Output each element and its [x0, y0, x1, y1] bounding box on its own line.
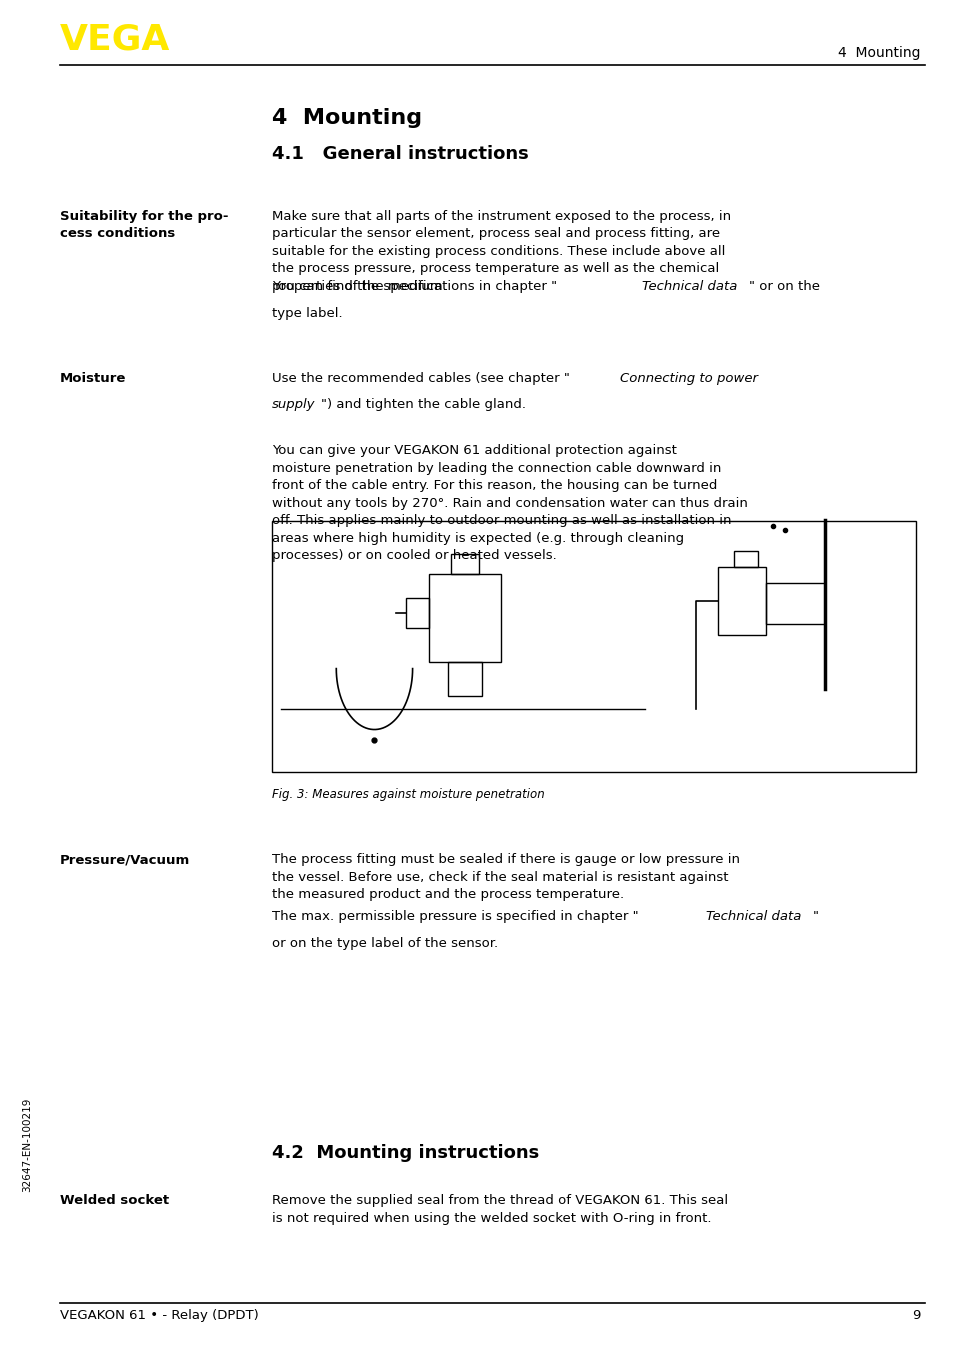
- Text: type label.: type label.: [272, 307, 342, 321]
- Text: Technical data: Technical data: [705, 910, 801, 923]
- Text: VEGA: VEGA: [60, 23, 171, 57]
- Bar: [272, 521, 915, 772]
- Text: or on the type label of the sensor.: or on the type label of the sensor.: [272, 937, 497, 951]
- Bar: [718, 567, 765, 635]
- Text: 4.1   General instructions: 4.1 General instructions: [272, 145, 528, 162]
- Text: 4.2  Mounting instructions: 4.2 Mounting instructions: [272, 1144, 538, 1162]
- Text: The max. permissible pressure is specified in chapter ": The max. permissible pressure is specifi…: [272, 910, 638, 923]
- Text: Connecting to power: Connecting to power: [619, 372, 758, 386]
- Text: 4  Mounting: 4 Mounting: [838, 46, 920, 60]
- Bar: [429, 574, 501, 662]
- Text: The process fitting must be sealed if there is gauge or low pressure in
the vess: The process fitting must be sealed if th…: [272, 853, 740, 900]
- Text: Make sure that all parts of the instrument exposed to the process, in
particular: Make sure that all parts of the instrume…: [272, 210, 730, 292]
- Bar: [447, 662, 481, 696]
- Text: 9: 9: [911, 1309, 920, 1323]
- Bar: [765, 584, 824, 624]
- Bar: [406, 598, 429, 628]
- Text: supply: supply: [272, 398, 315, 412]
- Bar: [734, 551, 758, 567]
- Text: 32647-EN-100219: 32647-EN-100219: [22, 1097, 31, 1192]
- Text: You can find the specifications in chapter ": You can find the specifications in chapt…: [272, 280, 557, 294]
- Text: Remove the supplied seal from the thread of VEGAKON 61. This seal
is not require: Remove the supplied seal from the thread…: [272, 1194, 727, 1225]
- Bar: [450, 554, 478, 574]
- Text: Pressure/Vacuum: Pressure/Vacuum: [60, 853, 191, 867]
- Text: Moisture: Moisture: [60, 372, 127, 386]
- Text: " or on the: " or on the: [748, 280, 819, 294]
- Text: You can give your VEGAKON 61 additional protection against
moisture penetration : You can give your VEGAKON 61 additional …: [272, 444, 747, 562]
- Text: VEGAKON 61 • - Relay (DPDT): VEGAKON 61 • - Relay (DPDT): [60, 1309, 258, 1323]
- Text: Technical data: Technical data: [641, 280, 737, 294]
- Text: Suitability for the pro-
cess conditions: Suitability for the pro- cess conditions: [60, 210, 229, 240]
- Text: 4  Mounting: 4 Mounting: [272, 108, 421, 129]
- Text: ") and tighten the cable gland.: ") and tighten the cable gland.: [321, 398, 526, 412]
- Text: Fig. 3: Measures against moisture penetration: Fig. 3: Measures against moisture penetr…: [272, 788, 544, 802]
- Text: Welded socket: Welded socket: [60, 1194, 169, 1208]
- Text: ": ": [812, 910, 818, 923]
- Text: Use the recommended cables (see chapter ": Use the recommended cables (see chapter …: [272, 372, 569, 386]
